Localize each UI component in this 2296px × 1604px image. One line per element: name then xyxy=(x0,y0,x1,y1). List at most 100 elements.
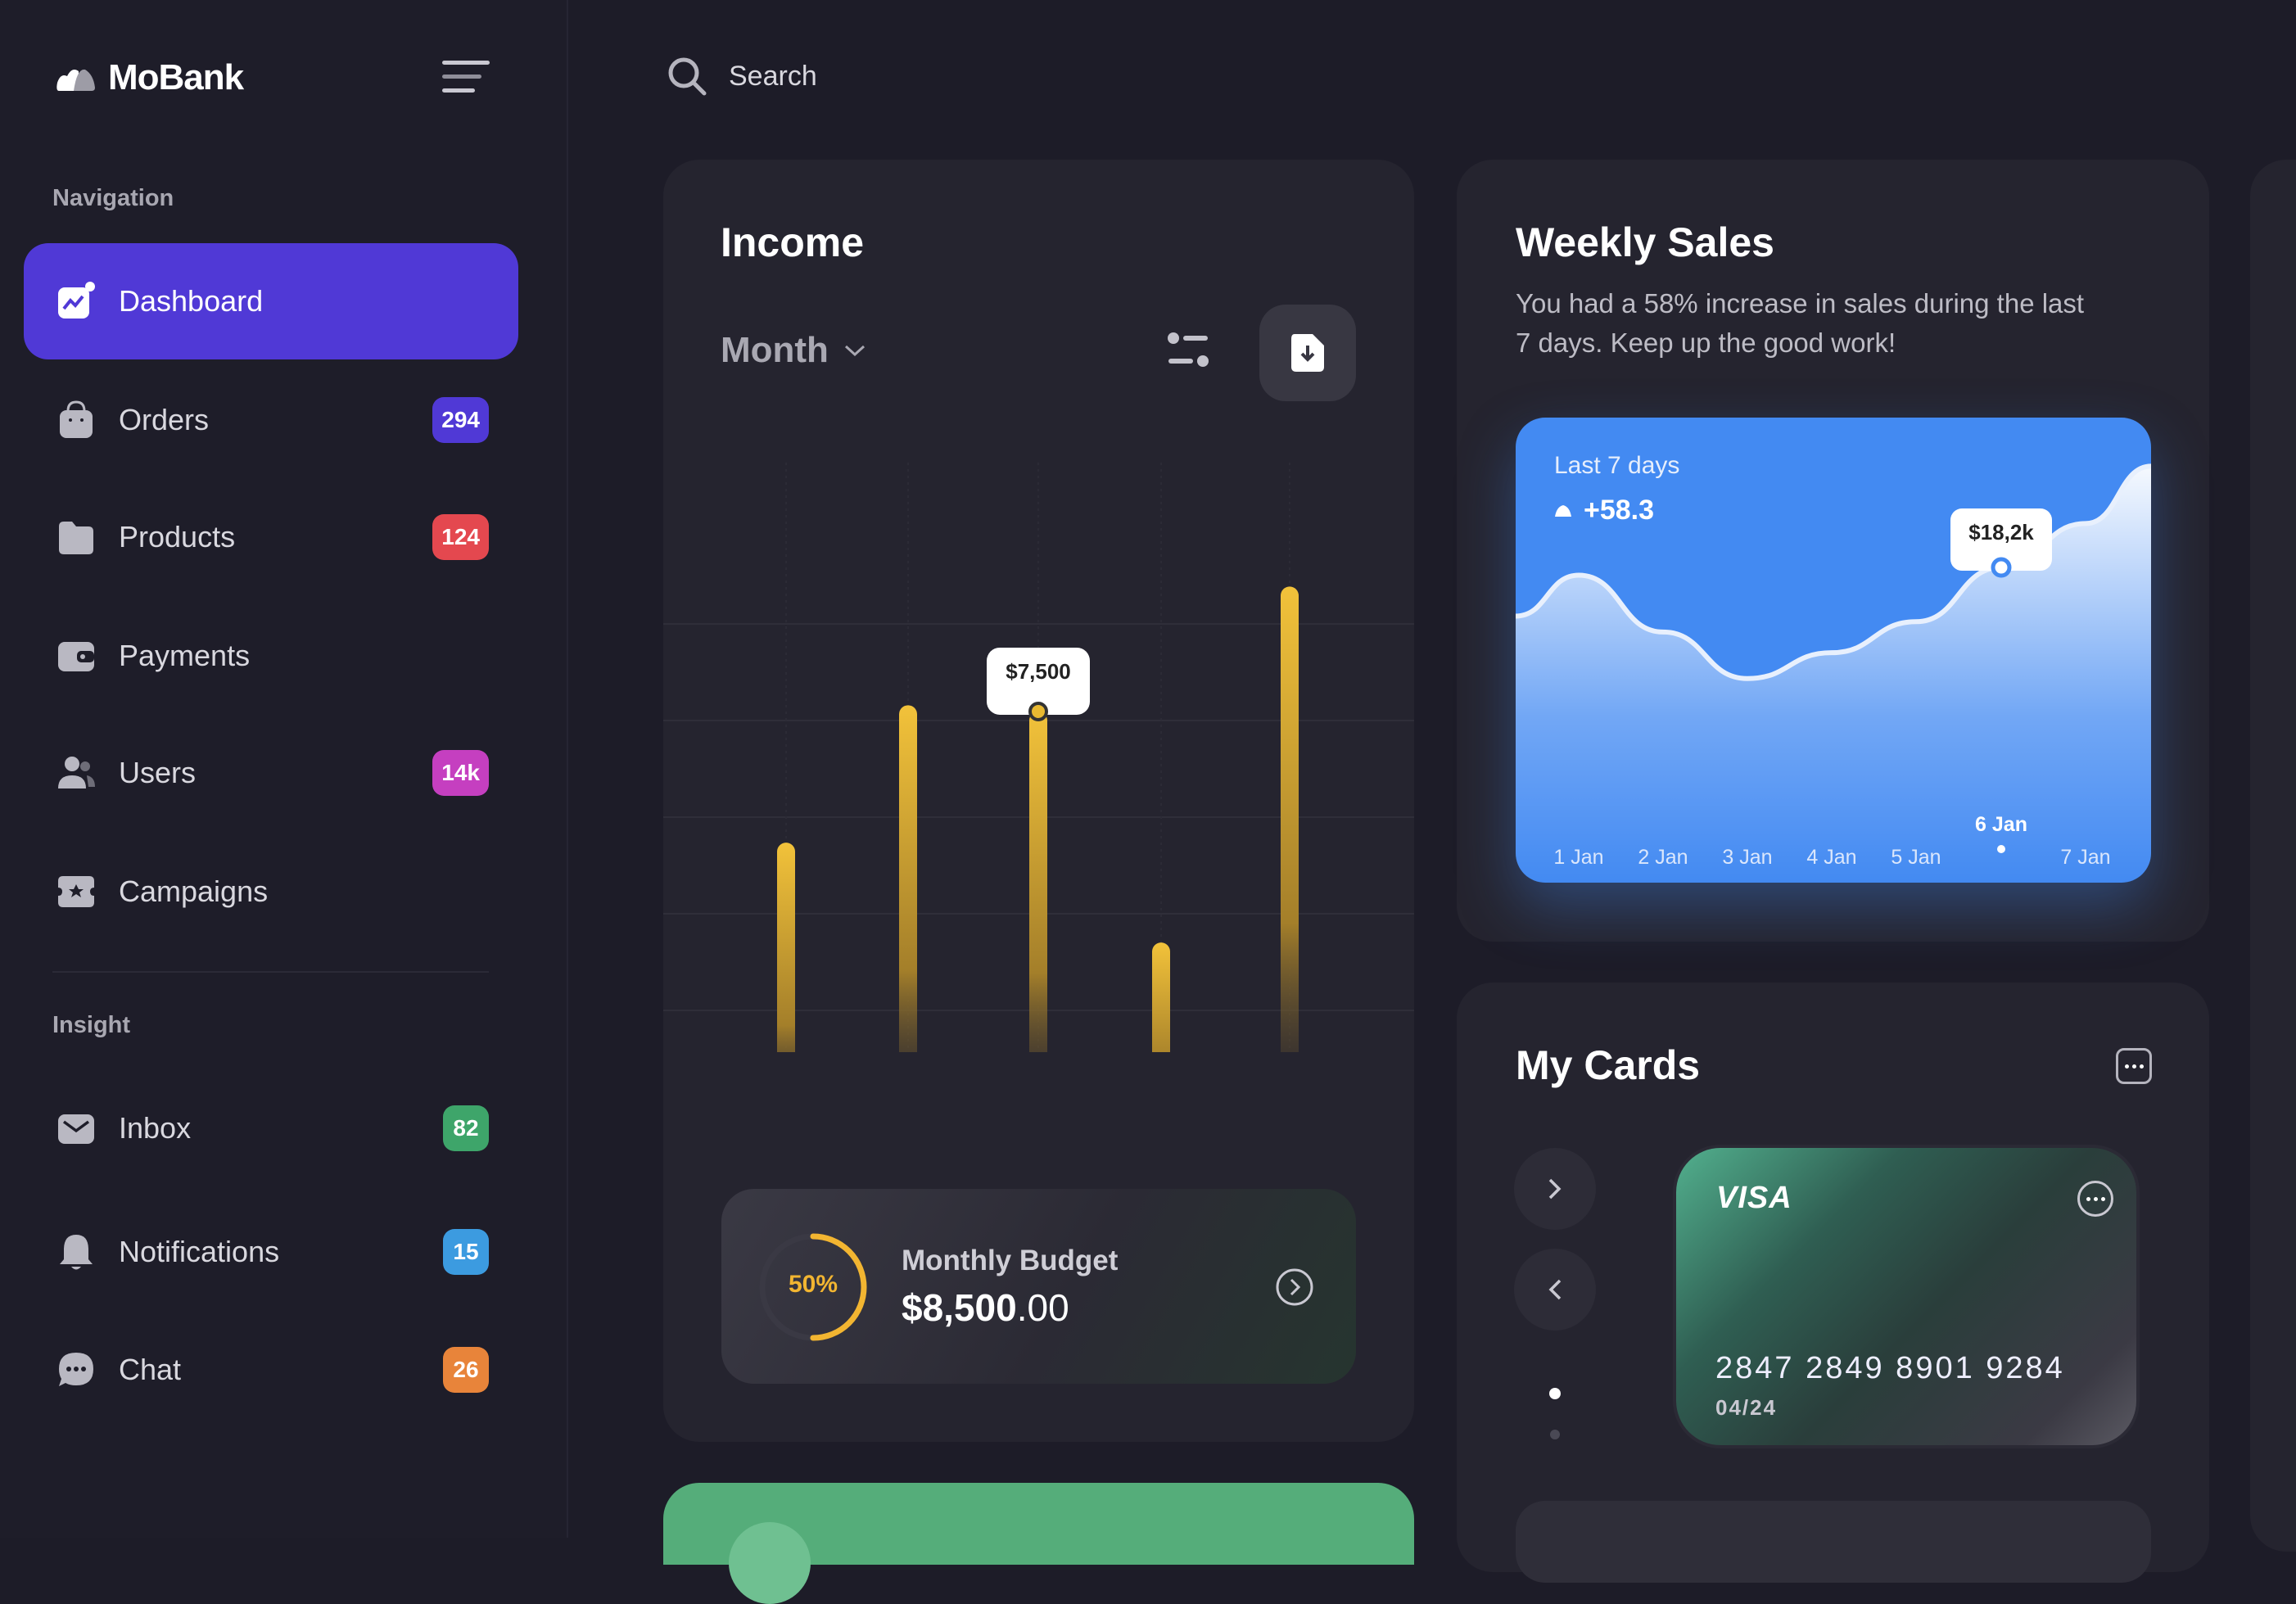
search-icon xyxy=(668,57,707,96)
day-label: 5 Jan xyxy=(1891,846,1941,869)
more-options-icon[interactable] xyxy=(2116,1048,2152,1084)
prev-card-button[interactable] xyxy=(1514,1249,1596,1331)
sidebar-item-orders[interactable]: Orders 294 xyxy=(24,362,518,478)
chat-icon xyxy=(56,1349,97,1390)
sidebar-divider xyxy=(52,971,489,973)
filter-icon[interactable] xyxy=(1167,332,1209,369)
search-input[interactable]: Search xyxy=(729,60,817,92)
period-dropdown[interactable]: Month xyxy=(721,330,866,371)
sales-line xyxy=(1516,463,2151,681)
card-expiry: 04/24 xyxy=(1715,1395,1778,1420)
range-label: Last 7 days xyxy=(1554,452,1680,479)
download-file-icon xyxy=(1291,334,1324,372)
folder-icon xyxy=(56,517,97,558)
sidebar-item-dashboard[interactable]: Dashboard xyxy=(24,243,518,359)
green-card-circle xyxy=(729,1522,811,1604)
sidebar-item-label: Products xyxy=(119,520,236,553)
sidebar-item-label: Dashboard xyxy=(119,284,264,318)
card-number: 2847 2849 8901 9284 xyxy=(1715,1351,2065,1385)
carousel-dot[interactable] xyxy=(1550,1430,1560,1439)
monthly-budget-card[interactable]: 50% Monthly Budget $8,500.00 xyxy=(721,1189,1356,1384)
sidebar-item-label: Chat xyxy=(119,1353,182,1386)
chevron-right-icon xyxy=(1548,1178,1562,1200)
sidebar-item-label: Inbox xyxy=(119,1111,192,1145)
weekly-sales-title: Weekly Sales xyxy=(1516,219,1774,265)
chevron-right-circle-icon[interactable] xyxy=(1275,1267,1314,1307)
sidebar-item-users[interactable]: Users 14k xyxy=(24,715,518,831)
budget-amount: $8,500.00 xyxy=(902,1285,1069,1330)
sidebar-item-notifications[interactable]: Notifications 15 xyxy=(24,1194,518,1310)
users-icon xyxy=(56,752,97,793)
trend-up-icon xyxy=(1555,504,1571,517)
budget-percent: 50% xyxy=(788,1271,838,1298)
my-cards-title: My Cards xyxy=(1516,1042,1701,1088)
download-button[interactable] xyxy=(1259,305,1356,401)
income-card: Income Month JanFebMar$7,500AprMay 50% M… xyxy=(663,160,1414,1442)
weekly-sales-card: Weekly Sales You had a 58% increase in s… xyxy=(1457,160,2209,942)
day-label: 1 Jan xyxy=(1553,846,1603,869)
bar-may xyxy=(1281,586,1299,1052)
card-options-icon[interactable] xyxy=(2077,1181,2113,1217)
day-label: 7 Jan xyxy=(2060,846,2110,869)
bar-feb xyxy=(899,705,917,1052)
count-badge: 26 xyxy=(443,1347,489,1393)
next-card-button[interactable] xyxy=(1514,1148,1596,1230)
bag-icon xyxy=(56,400,97,441)
card-brand-logo: VISA xyxy=(1716,1181,1792,1215)
tooltip-box xyxy=(1950,508,2052,572)
sidebar-item-label: Payments xyxy=(119,639,251,672)
budget-amount-main: $8,500 xyxy=(902,1286,1017,1329)
tooltip-point xyxy=(1028,701,1048,721)
day-label: 2 Jan xyxy=(1638,846,1688,869)
budget-progress-ring xyxy=(759,1233,867,1341)
sales-change: +58.3 xyxy=(1554,495,1654,526)
tooltip-value: $18,2k xyxy=(1968,520,2034,544)
search-bar[interactable]: Search xyxy=(667,56,817,97)
sidebar-item-products[interactable]: Products 124 xyxy=(24,479,518,595)
count-badge: 14k xyxy=(432,750,489,796)
weekly-sales-description: You had a 58% increase in sales during t… xyxy=(1516,288,2085,358)
weekly-sales-chart-panel: 1 Jan 2 Jan 3 Jan 4 Jan 5 Jan 6 Jan $18,2k 7 Ja… xyxy=(1516,418,2151,883)
day-label: 3 Jan xyxy=(1722,846,1772,869)
sidebar-item-label: Orders xyxy=(119,403,210,436)
sidebar-item-inbox[interactable]: Inbox 82 xyxy=(24,1070,518,1186)
sidebar-item-campaigns[interactable]: Campaigns xyxy=(24,834,518,950)
bar-apr xyxy=(1152,942,1170,1052)
menu-toggle-icon[interactable] xyxy=(442,61,490,95)
sidebar-item-payments[interactable]: Payments xyxy=(24,598,518,714)
sidebar-item-chat[interactable]: Chat 26 xyxy=(24,1312,518,1428)
period-value: Month xyxy=(721,330,829,370)
count-badge: 15 xyxy=(443,1229,489,1275)
card-list-item-partial xyxy=(1516,1501,2151,1583)
sidebar: MoBank Navigation Dashboard Orders 294 Prod… xyxy=(0,0,568,1538)
bar-mar xyxy=(1029,711,1047,1052)
green-card-partial xyxy=(663,1483,1414,1604)
sidebar-item-label: Campaigns xyxy=(119,874,269,908)
sidebar-item-label: Users xyxy=(119,756,197,789)
logo-icon xyxy=(56,69,95,91)
bell-icon xyxy=(56,1231,97,1272)
budget-amount-cents: .00 xyxy=(1016,1286,1069,1329)
income-chart: JanFebMar$7,500AprMay xyxy=(663,463,1414,1052)
visa-card[interactable]: VISA 2847 2849 8901 9284 04/24 xyxy=(1676,1148,2136,1445)
section-navigation: Navigation xyxy=(52,185,174,211)
my-cards-card: My Cards VISA 2847 2849 8901 9284 04/24 xyxy=(1457,983,2209,1583)
bar-jan xyxy=(777,843,795,1052)
day-label: 6 Jan xyxy=(1975,813,2027,836)
mail-icon xyxy=(56,1108,97,1149)
chevron-left-icon xyxy=(1548,1279,1562,1300)
section-insight: Insight xyxy=(52,1012,131,1038)
tooltip-value: $7,500 xyxy=(1006,659,1071,684)
right-panel-partial xyxy=(2250,160,2296,1552)
count-badge: 294 xyxy=(432,397,489,443)
sales-area xyxy=(1516,466,2151,883)
count-badge: 124 xyxy=(432,514,489,560)
chevron-down-icon xyxy=(844,345,865,357)
tooltip-box xyxy=(987,647,1090,715)
sidebar-item-label: Notifications xyxy=(119,1235,280,1268)
app-name: MoBank xyxy=(108,57,244,97)
carousel-dot-active[interactable] xyxy=(1549,1388,1561,1399)
day-label: 4 Jan xyxy=(1806,846,1856,869)
income-title: Income xyxy=(721,219,865,265)
logo[interactable]: MoBank xyxy=(56,57,244,98)
